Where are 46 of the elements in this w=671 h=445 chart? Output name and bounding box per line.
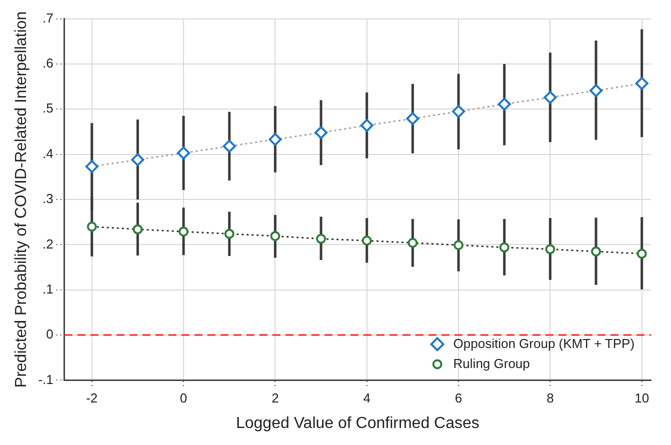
y-tick-label: .6 bbox=[42, 56, 54, 71]
point bbox=[316, 234, 326, 244]
point bbox=[268, 132, 282, 146]
legend-label: Ruling Group bbox=[453, 356, 530, 371]
point bbox=[591, 246, 602, 256]
y-tick-label: .1 bbox=[42, 281, 54, 296]
x-tick-label: -2 bbox=[86, 390, 98, 406]
point bbox=[85, 160, 98, 174]
point bbox=[362, 236, 372, 246]
x-tick-label: 8 bbox=[546, 390, 554, 406]
point bbox=[635, 76, 648, 90]
point bbox=[222, 140, 236, 153]
point bbox=[452, 104, 466, 118]
x-tick-label: 4 bbox=[363, 390, 370, 406]
point bbox=[224, 228, 234, 239]
point bbox=[177, 146, 190, 160]
point bbox=[545, 244, 556, 254]
y-tick-label: -.1 bbox=[38, 372, 54, 387]
point bbox=[544, 90, 557, 104]
y-axis-title: Predicted Probability of COVID-Related Interpellation bbox=[13, 11, 30, 388]
x-tick-label: 10 bbox=[634, 390, 650, 406]
point bbox=[132, 224, 143, 234]
y-tick-label: .4 bbox=[42, 146, 54, 161]
point bbox=[270, 231, 280, 242]
legend-label: Opposition Group (KMT + TPP) bbox=[453, 336, 635, 351]
x-tick-label: 0 bbox=[180, 390, 188, 406]
point bbox=[178, 226, 189, 237]
point bbox=[406, 112, 420, 126]
point bbox=[360, 118, 374, 132]
x-tick-label: 2 bbox=[272, 390, 279, 406]
point bbox=[314, 126, 328, 140]
point bbox=[131, 153, 144, 166]
point bbox=[408, 238, 418, 248]
y-tick-label: 0 bbox=[46, 326, 54, 342]
y-tick-label: .5 bbox=[42, 100, 54, 116]
x-axis-title: Logged Value of Confirmed Cases bbox=[236, 414, 480, 432]
y-tick-label: .3 bbox=[42, 191, 54, 206]
point bbox=[86, 222, 97, 232]
point bbox=[636, 248, 647, 259]
point bbox=[590, 84, 603, 98]
point bbox=[454, 240, 464, 250]
y-tick-label: .2 bbox=[42, 236, 54, 252]
point bbox=[499, 242, 510, 252]
point bbox=[498, 98, 511, 111]
y-tick-label: .7 bbox=[42, 10, 54, 26]
x-tick-label: 6 bbox=[454, 390, 462, 406]
